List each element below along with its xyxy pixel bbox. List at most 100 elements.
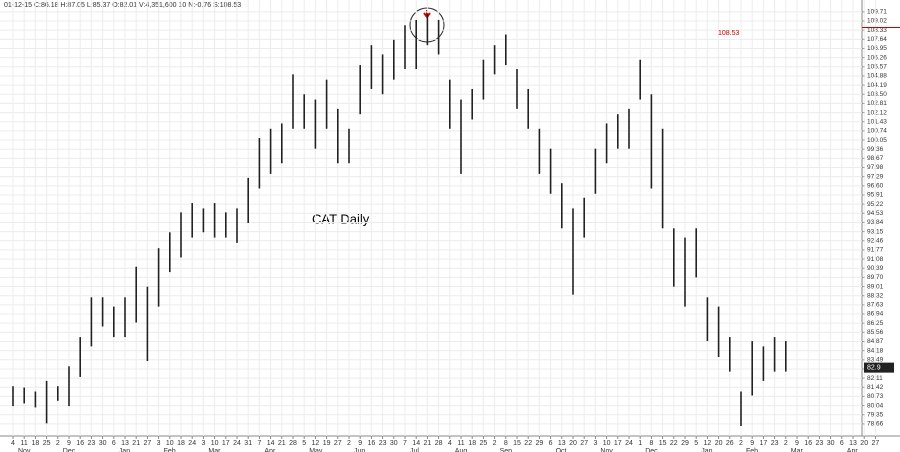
x-tick-label: 2 <box>784 440 788 447</box>
x-tick-label: 7 <box>403 440 407 447</box>
x-tick-label: 11 <box>457 440 464 447</box>
y-tick-label: 109.71 <box>867 9 887 16</box>
x-tick-label: 23 <box>379 440 387 447</box>
x-tick-label: 8 <box>504 440 508 447</box>
month-label: Apr <box>847 448 859 452</box>
x-tick-label: 27 <box>872 440 880 447</box>
x-tick-label: 9 <box>67 440 71 447</box>
x-tick-label: 22 <box>670 440 678 447</box>
y-tick-label: 100.05 <box>867 137 887 144</box>
x-tick-label: 7 <box>257 440 261 447</box>
month-label: Aug <box>455 448 468 452</box>
x-tick-label: 3 <box>593 440 597 447</box>
month-label: Oct <box>556 448 567 452</box>
month-label: Dec <box>63 448 76 452</box>
month-label: Jan <box>701 448 712 452</box>
x-tick-label: 13 <box>121 440 129 447</box>
x-tick-label: 21 <box>424 440 432 447</box>
month-label: Feb <box>164 448 176 452</box>
x-tick-label: 28 <box>435 440 443 447</box>
x-tick-label: 16 <box>804 440 812 447</box>
y-tick-label: 104.19 <box>867 82 887 89</box>
y-tick-label: 109.02 <box>867 18 887 25</box>
x-tick-label: 15 <box>659 440 667 447</box>
y-tick-label: 101.43 <box>867 118 887 125</box>
x-tick-label: 30 <box>99 440 107 447</box>
month-label: Jul <box>410 448 419 452</box>
x-tick-label: 29 <box>536 440 544 447</box>
x-tick-label: 9 <box>750 440 754 447</box>
x-tick-label: 2 <box>56 440 60 447</box>
month-label: Dec <box>645 448 658 452</box>
x-tick-label: 4 <box>448 440 452 447</box>
x-tick-label: 18 <box>177 440 185 447</box>
x-tick-label: 6 <box>840 440 844 447</box>
last-price-box <box>864 362 894 373</box>
x-tick-label: 17 <box>222 440 230 447</box>
x-tick-label: 1 <box>638 440 642 447</box>
x-tick-label: 27 <box>334 440 342 447</box>
x-tick-label: 24 <box>625 440 633 447</box>
x-tick-label: 24 <box>188 440 196 447</box>
x-tick-label: 10 <box>211 440 219 447</box>
x-tick-label: 31 <box>244 440 252 447</box>
x-tick-label: 13 <box>558 440 566 447</box>
x-tick-label: 2 <box>493 440 497 447</box>
y-tick-label: 102.12 <box>867 109 887 116</box>
month-label: Feb <box>746 448 758 452</box>
x-tick-label: 29 <box>681 440 689 447</box>
month-label: Mar <box>791 448 804 452</box>
x-tick-label: 30 <box>827 440 835 447</box>
x-tick-label: 2 <box>347 440 351 447</box>
x-tick-label: 20 <box>715 440 723 447</box>
y-tick-label: 106.26 <box>867 54 887 61</box>
y-tick-label: 103.50 <box>867 91 887 98</box>
y-tick-label: 104.88 <box>867 73 887 80</box>
y-tick-label: 102.81 <box>867 100 887 107</box>
x-tick-label: 22 <box>524 440 532 447</box>
month-label: Jan <box>119 448 130 452</box>
x-tick-label: 9 <box>795 440 799 447</box>
y-tick-label: 107.64 <box>867 36 887 43</box>
x-tick-label: 6 <box>549 440 553 447</box>
x-tick-label: 16 <box>76 440 84 447</box>
x-tick-label: 27 <box>144 440 152 447</box>
x-tick-label: 5 <box>694 440 698 447</box>
x-tick-label: 15 <box>513 440 521 447</box>
last-price-label: 82.9 <box>867 364 881 371</box>
x-tick-label: 30 <box>390 440 398 447</box>
month-label: Jun <box>354 448 365 452</box>
x-tick-label: 28 <box>289 440 297 447</box>
x-tick-label: 18 <box>32 440 40 447</box>
x-tick-label: 23 <box>816 440 824 447</box>
header-info: 01-12-15 C:86.18 H:87.05 L:85.37 O:82.01… <box>4 2 241 9</box>
x-tick-label: 18 <box>468 440 476 447</box>
month-label: Sep <box>500 448 513 452</box>
x-tick-label: 13 <box>849 440 857 447</box>
x-tick-label: 3 <box>157 440 161 447</box>
month-label: May <box>309 448 323 452</box>
x-tick-label: 21 <box>132 440 140 447</box>
y-tick-label: 106.95 <box>867 45 887 52</box>
x-tick-label: 16 <box>368 440 376 447</box>
x-tick-label: 23 <box>88 440 96 447</box>
x-tick-label: 9 <box>358 440 362 447</box>
y-tick-label: 100.74 <box>867 128 887 135</box>
x-tick-label: 14 <box>267 440 275 447</box>
x-tick-label: 6 <box>112 440 116 447</box>
reference-label: 108.53 <box>718 30 740 37</box>
month-label: Apr <box>264 448 276 452</box>
x-tick-label: 10 <box>603 440 611 447</box>
y-tick-label: 108.33 <box>867 27 887 34</box>
x-tick-label: 14 <box>412 440 420 447</box>
month-label: Nov <box>18 448 31 452</box>
x-tick-label: 12 <box>704 440 712 447</box>
x-tick-label: 3 <box>201 440 205 447</box>
x-tick-label: 2 <box>739 440 743 447</box>
x-tick-label: 8 <box>649 440 653 447</box>
x-tick-label: 20 <box>860 440 868 447</box>
x-tick-label: 24 <box>233 440 241 447</box>
x-tick-label: 5 <box>302 440 306 447</box>
x-tick-label: 4 <box>11 440 15 447</box>
